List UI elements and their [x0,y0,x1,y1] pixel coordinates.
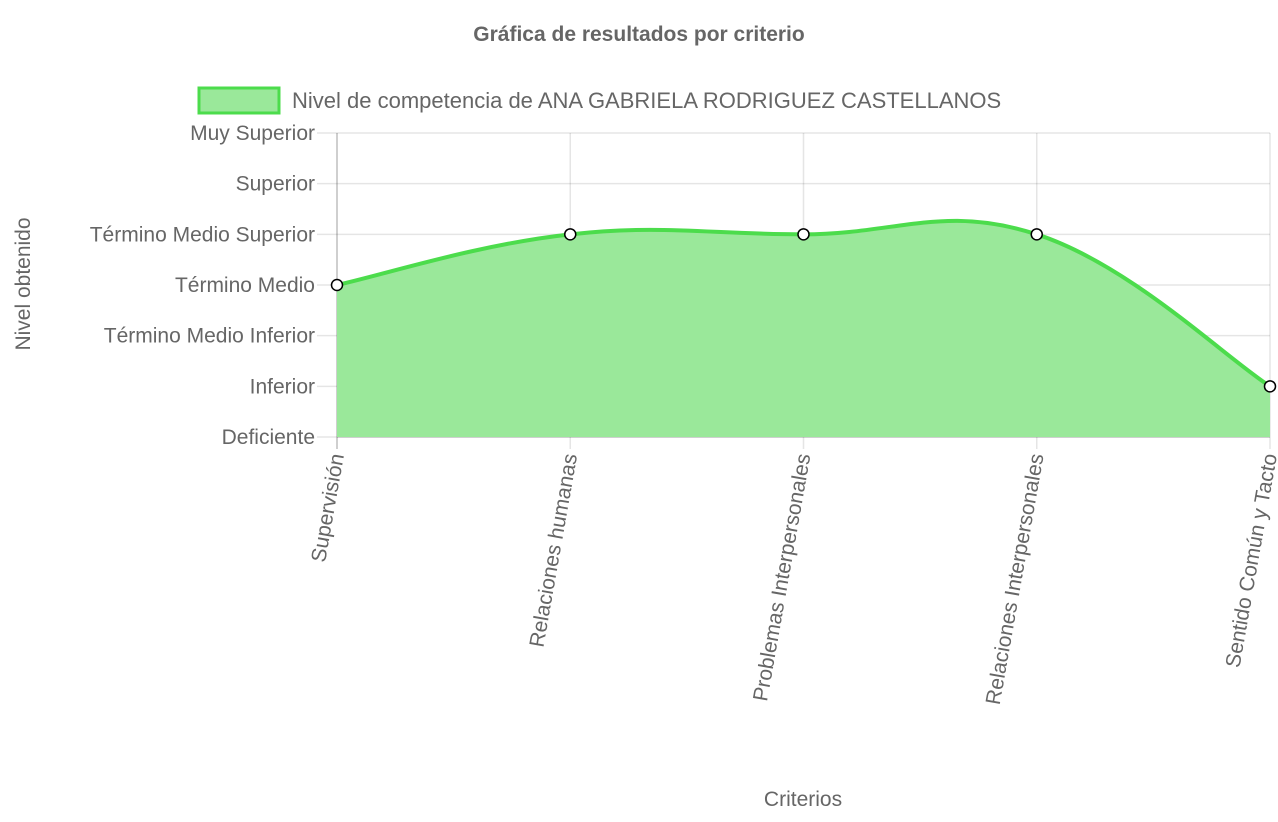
data-point[interactable]: Sentido Común y Tacto: Inferior [1263,380,1277,393]
legend-swatch [197,86,281,115]
y-tick-label: Inferior [250,375,315,398]
y-tick-label: Término Medio [175,274,315,297]
y-tick-label: Término Medio Superior [90,223,315,246]
chart-legend[interactable]: Nivel de competencia de ANA GABRIELA ROD… [197,86,1001,115]
y-tick-label: Superior [236,173,315,196]
data-point[interactable]: Problemas Interpersonales: Término Medio… [797,228,810,241]
y-tick-label: Deficiente [222,426,315,449]
x-tick-label: Supervisión [307,452,349,564]
data-point[interactable]: Supervisión: Término Medio [330,278,344,292]
y-axis-ticks: Deficiente Inferior Término Medio Inferior… [90,122,315,449]
legend-label: Nivel de competencia de ANA GABRIELA ROD… [292,88,1001,113]
x-tick-label: Relaciones humanas [525,452,582,649]
y-tick-label: Muy Superior [190,122,315,145]
plot-area: Supervisión: Término Medio Relaciones hum… [330,218,1277,437]
x-tick-label: Relaciones Interpersonales [982,452,1049,707]
x-tick-label: Sentido Común y Tacto [1222,452,1278,669]
y-axis-title: Nivel obtenido [12,217,35,350]
x-axis-ticks: Supervisión Relaciones humanas Problemas I… [307,452,1278,707]
y-tick-label: Término Medio Inferior [104,325,315,348]
data-point[interactable]: Relaciones Interpersonales: Término Medi… [1030,228,1043,241]
series-area-fill [337,220,1270,437]
data-point[interactable]: Relaciones humanas: Término Medio Superi… [564,228,577,241]
chart-title: Gráfica de resultados por criterio [473,23,804,46]
x-axis-title: Criterios [764,788,842,811]
x-tick-label: Problemas Interpersonales [749,452,815,703]
